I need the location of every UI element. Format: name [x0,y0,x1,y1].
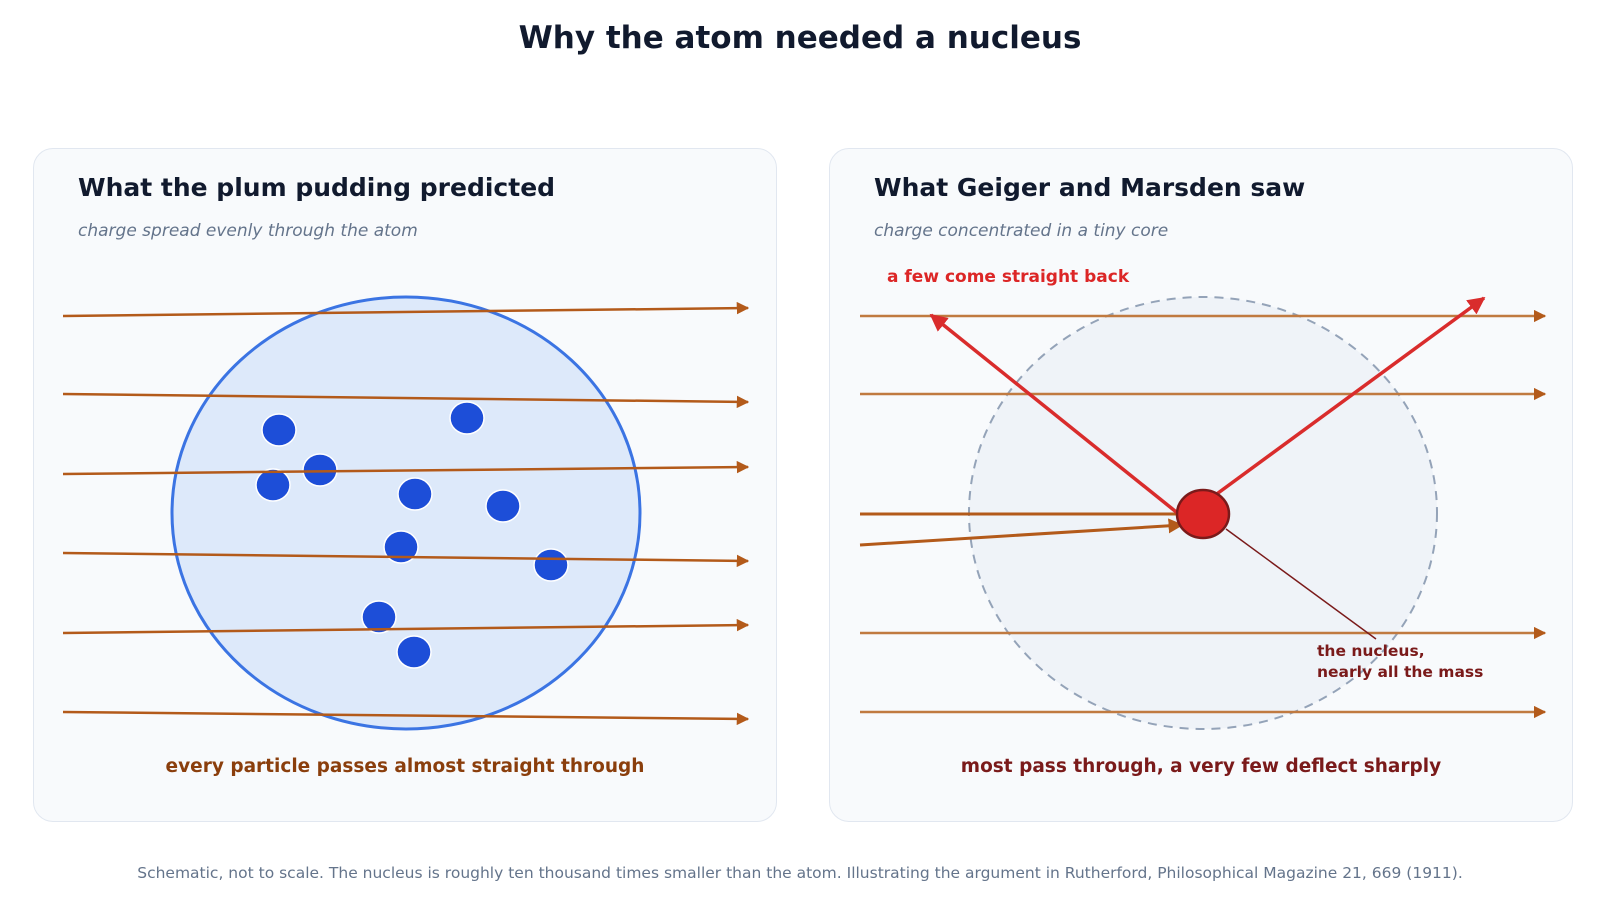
alpha-paths-left [62,301,750,726]
rutherford-subtitle: charge concentrated in a tiny core [874,221,1169,241]
electron [533,548,569,582]
alpha-paths-right [860,309,1547,719]
deflected-paths [929,296,1486,517]
electron [302,453,338,487]
alpha-path [62,392,750,409]
alpha-path [62,618,750,635]
nucleus-label-line-1: the nucleus, [1317,642,1425,660]
electron [261,413,297,447]
plum-pudding-atom [170,295,642,731]
rutherford-title: What Geiger and Marsden saw [874,173,1306,202]
back-scatter-callout: a few come straight back [887,267,1130,287]
electron [255,468,291,502]
rutherford-caption: most pass through, a very few deflect sh… [960,756,1442,777]
plum-pudding-subtitle: charge spread evenly through the atom [78,221,418,241]
wide-angle-path [1212,296,1486,498]
plum-pudding-caption: every particle passes almost straight th… [165,756,645,777]
nucleus [1175,488,1231,540]
footnote: Schematic, not to scale. The nucleus is … [137,864,1463,882]
electron [361,600,397,634]
page-title: Why the atom needed a nucleus [518,20,1082,56]
alpha-path [62,710,750,726]
back-scattered-path [929,313,1182,517]
electron [383,530,419,564]
nucleus-leader-line [1225,528,1377,640]
nucleus-label-line-2: nearly all the mass [1317,663,1483,681]
alpha-path [62,301,750,318]
alpha-path [62,551,750,568]
incoming-alpha-path [859,518,1184,547]
alpha-path [62,460,750,476]
electron [397,477,433,511]
electrons [255,401,569,669]
electron [449,401,485,435]
plum-pudding-title: What the plum pudding predicted [78,173,556,202]
incoming-alpha-paths [859,512,1184,547]
electron [396,635,432,669]
electron [485,489,521,523]
